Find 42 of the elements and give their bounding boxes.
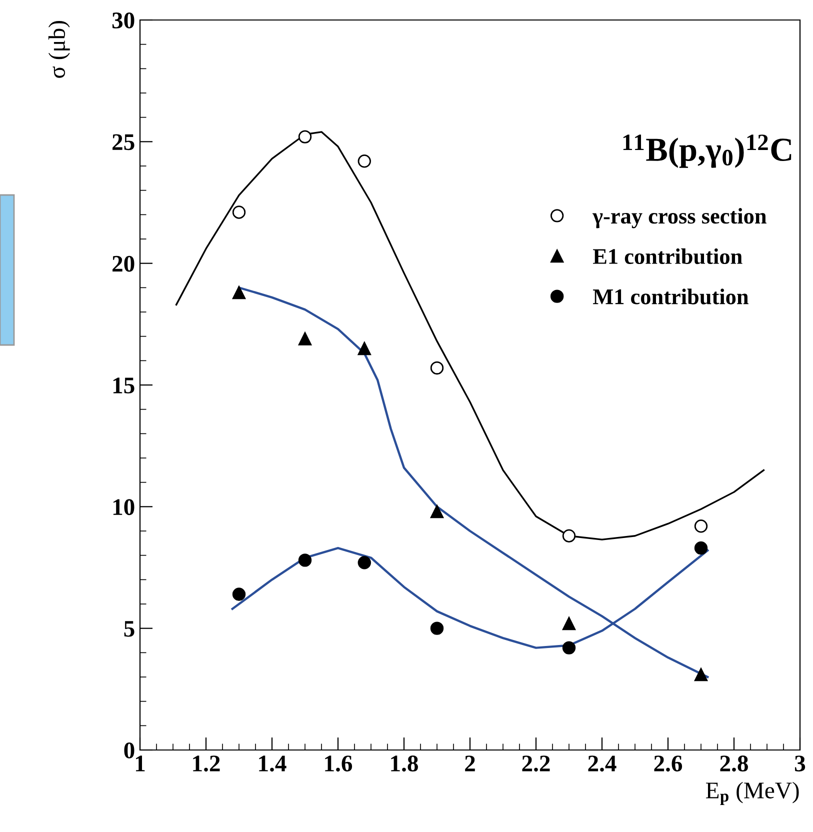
y-tick-label: 10	[113, 499, 134, 516]
y-tick-label: 20	[112, 256, 134, 272]
x-tick-label: 3	[794, 756, 806, 772]
x-tick-label: 2.8	[720, 756, 748, 772]
point	[430, 622, 444, 635]
point	[430, 361, 444, 375]
legend-label: γ-ray cross section	[592, 208, 766, 228]
legend-label: E1 contribution	[593, 248, 742, 264]
point	[562, 641, 576, 654]
point	[430, 504, 444, 518]
y-tick-label: 15	[113, 378, 134, 394]
x-tick-label: 2	[465, 756, 475, 772]
y-tick-label: 0	[124, 742, 134, 758]
point	[694, 541, 708, 555]
point	[562, 616, 576, 630]
point	[298, 332, 312, 346]
x-tick-label: 1.4	[259, 756, 286, 772]
point	[232, 286, 246, 300]
text: $^{11}$B(p,γ$_{0}$)$^{12}$C	[623, 134, 792, 168]
point	[694, 520, 708, 533]
point	[298, 554, 312, 567]
point	[232, 588, 246, 601]
x-tick-label: 1.2	[193, 756, 220, 772]
point	[562, 529, 576, 542]
x-tick-label: 1.6	[325, 756, 352, 772]
x-tick-label: 2.4	[588, 756, 616, 772]
x-tick-label: 2.2	[522, 756, 550, 772]
point	[358, 556, 371, 570]
x-tick-label: 1.8	[391, 756, 418, 772]
point	[694, 668, 708, 682]
y-tick-label: 30	[112, 12, 134, 28]
x-axis-title: E$_{p}$ (MeV)	[706, 782, 799, 805]
point	[358, 342, 371, 356]
point	[358, 154, 371, 168]
y-axis-title: σ (μb)	[48, 21, 70, 78]
x-tick-label: 2.6	[654, 756, 682, 772]
point	[298, 130, 312, 144]
y-tick-label: 25	[112, 134, 134, 150]
y-tick-label: 5	[124, 621, 134, 637]
point	[232, 206, 246, 219]
legend-label: M1 contribution	[593, 288, 748, 304]
x-tick-label: 1	[136, 756, 145, 772]
